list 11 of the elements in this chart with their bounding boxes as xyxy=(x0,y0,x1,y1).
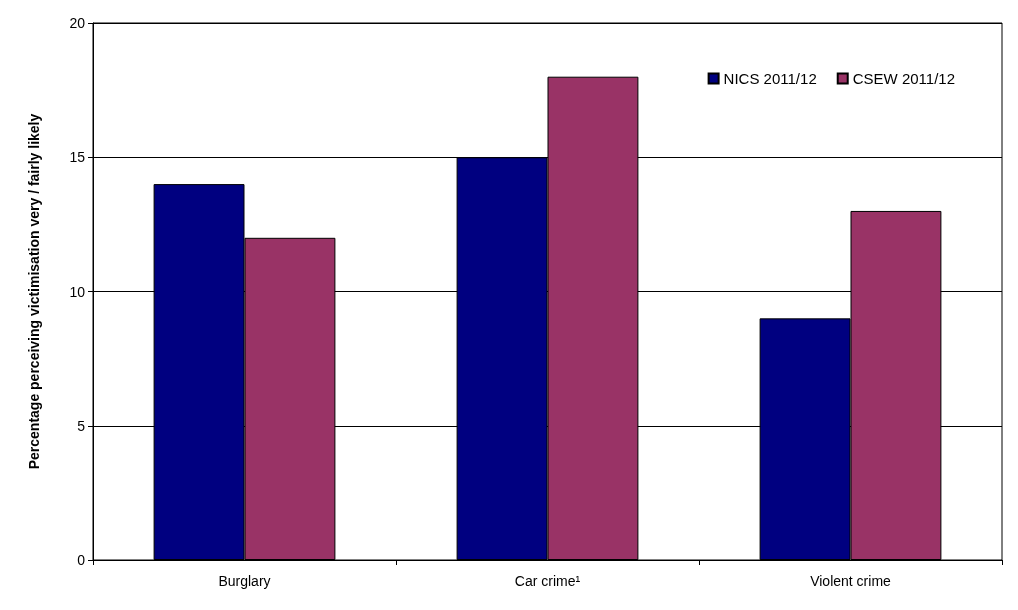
y-axis-title: Percentage perceiving victimisation very / fairly likely xyxy=(26,113,42,470)
y-tick-label: 15 xyxy=(69,149,86,166)
y-tick-label: 0 xyxy=(77,552,86,568)
x-tick-label: Violent crime xyxy=(810,573,892,589)
y-tick-label: 5 xyxy=(77,417,86,434)
x-tick-label: Car crime¹ xyxy=(514,573,581,589)
y-tick-label: 10 xyxy=(69,283,86,300)
legend-label: NICS 2011/12 xyxy=(723,70,817,87)
legend-label: CSEW 2011/12 xyxy=(852,70,956,87)
x-tick-label: Burglary xyxy=(218,573,271,589)
y-tick-label: 20 xyxy=(69,15,86,31)
